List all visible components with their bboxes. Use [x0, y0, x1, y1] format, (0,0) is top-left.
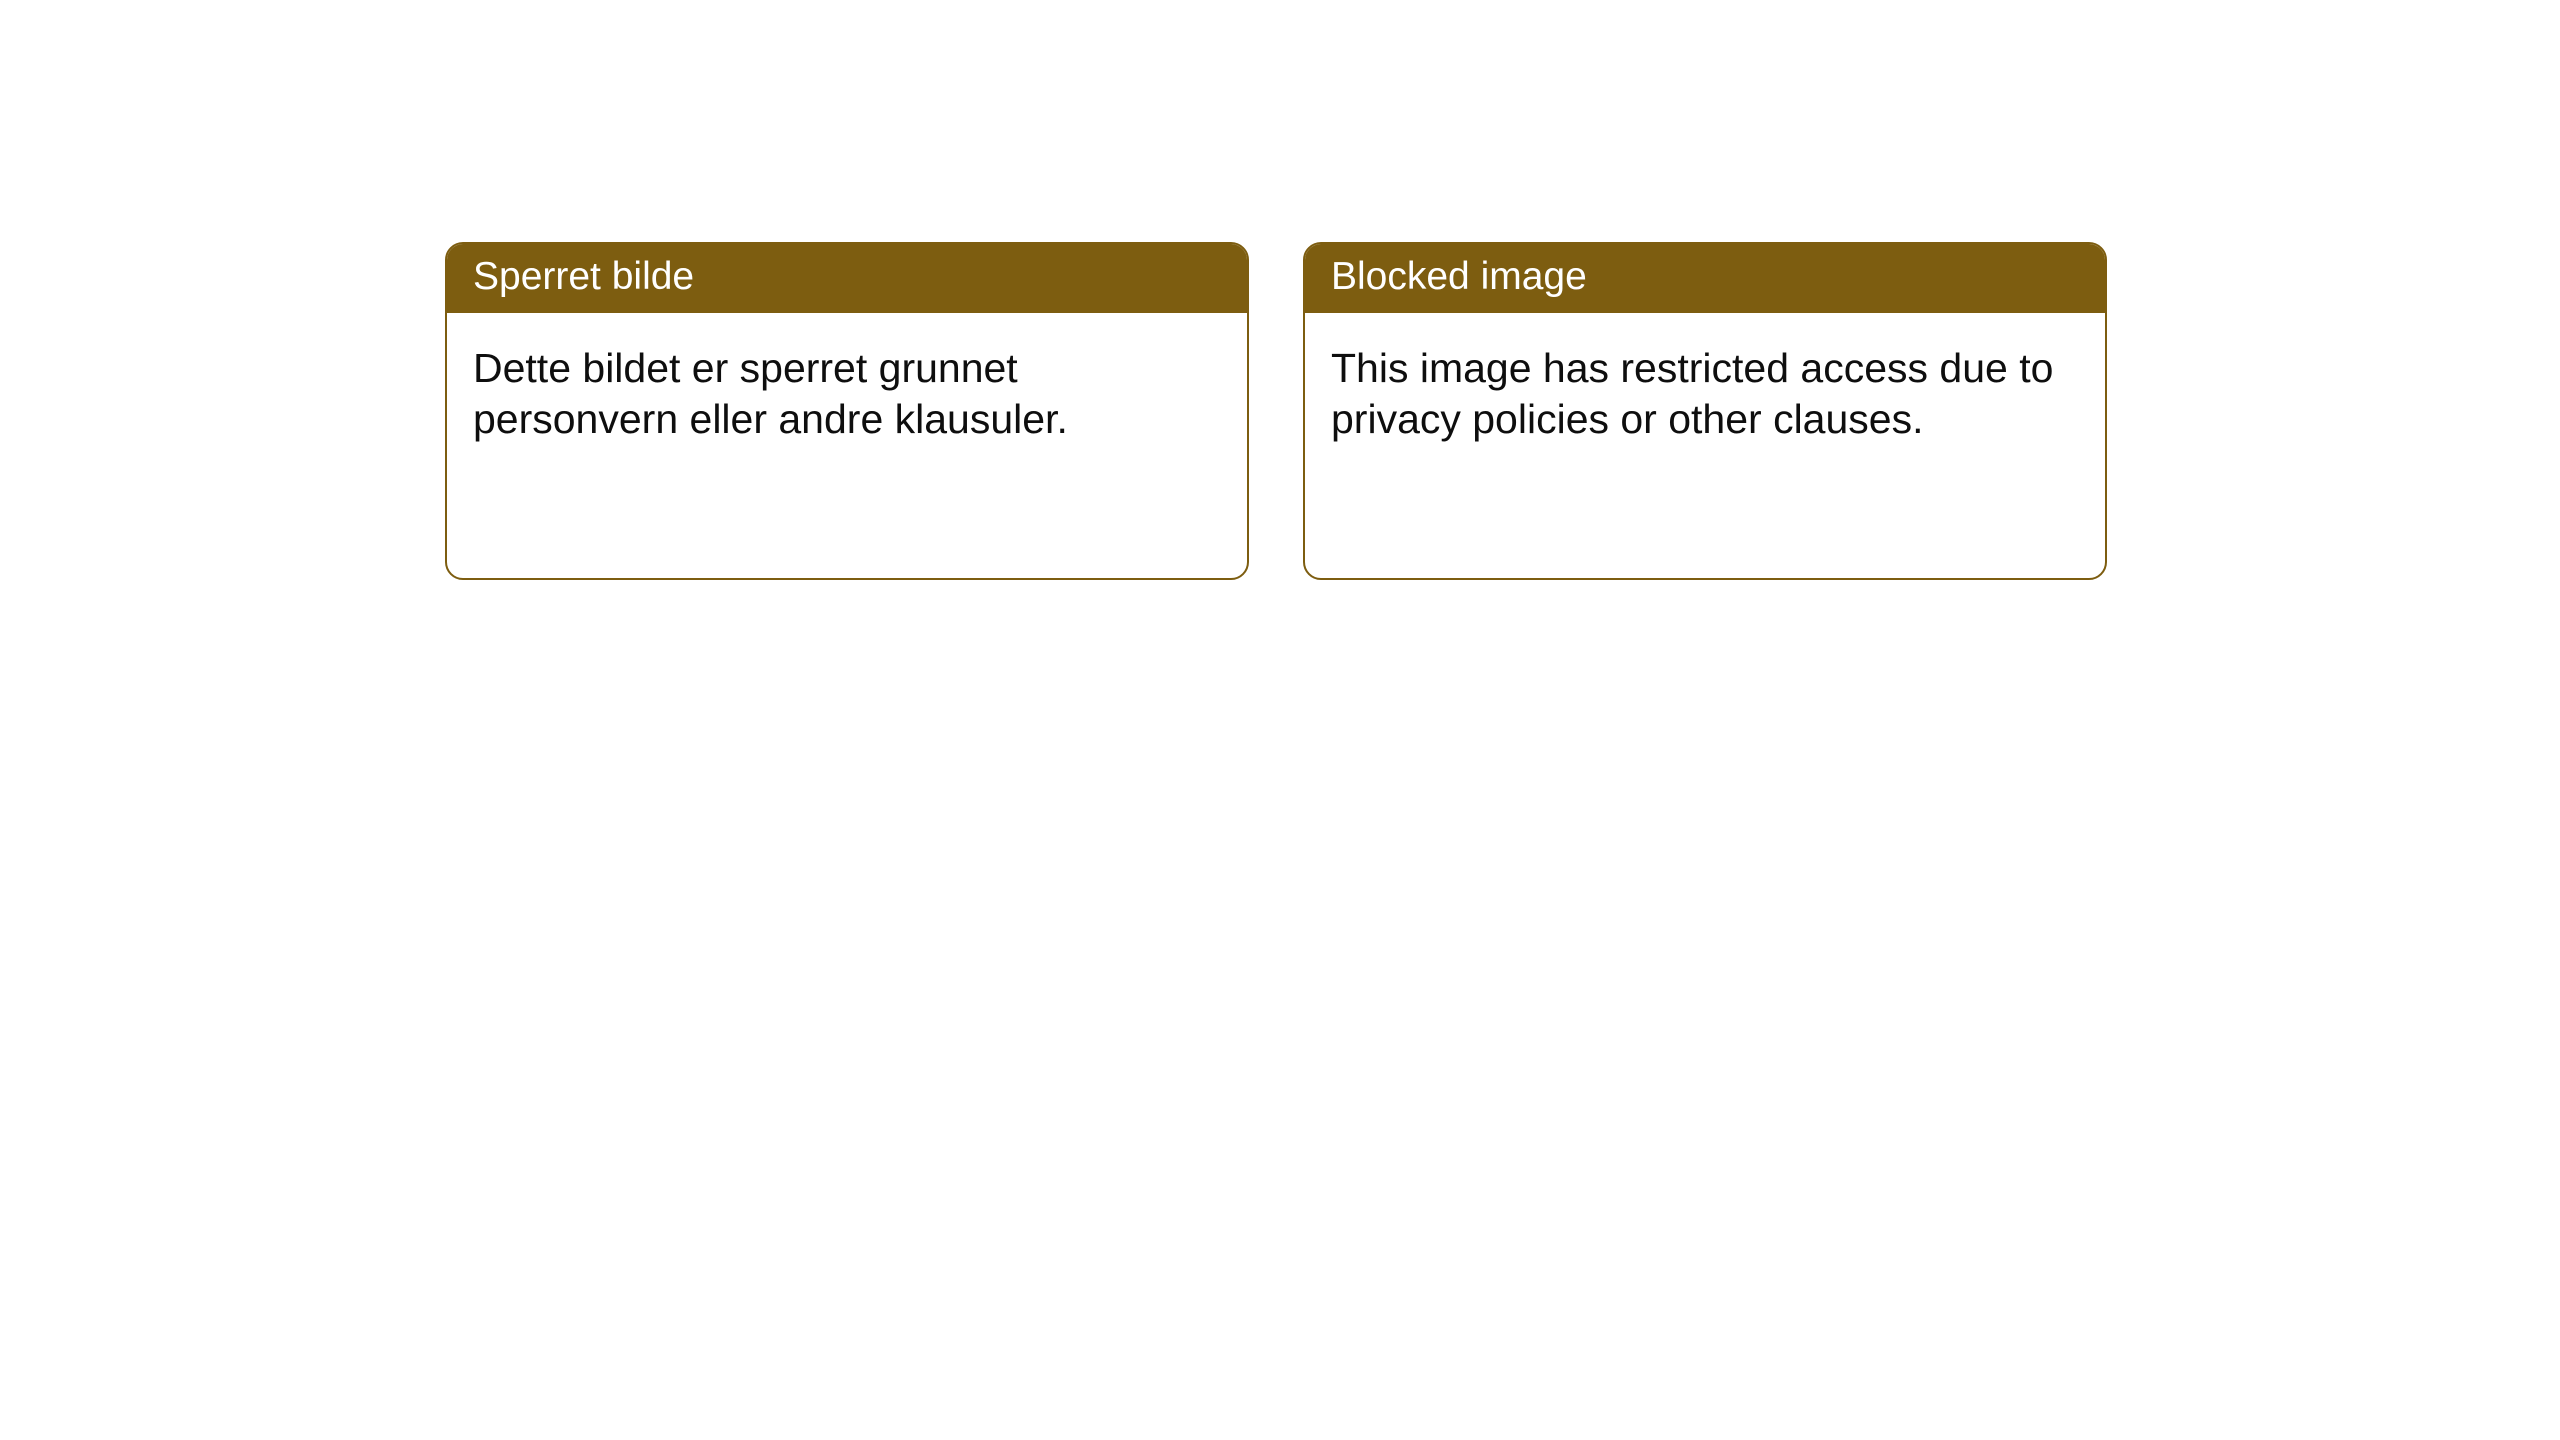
notice-header: Sperret bilde: [447, 244, 1247, 313]
notice-card-norwegian: Sperret bilde Dette bildet er sperret gr…: [445, 242, 1249, 580]
notice-body: This image has restricted access due to …: [1305, 313, 2105, 476]
notice-header: Blocked image: [1305, 244, 2105, 313]
notice-body: Dette bildet er sperret grunnet personve…: [447, 313, 1247, 476]
notice-card-english: Blocked image This image has restricted …: [1303, 242, 2107, 580]
notice-container: Sperret bilde Dette bildet er sperret gr…: [0, 0, 2560, 580]
